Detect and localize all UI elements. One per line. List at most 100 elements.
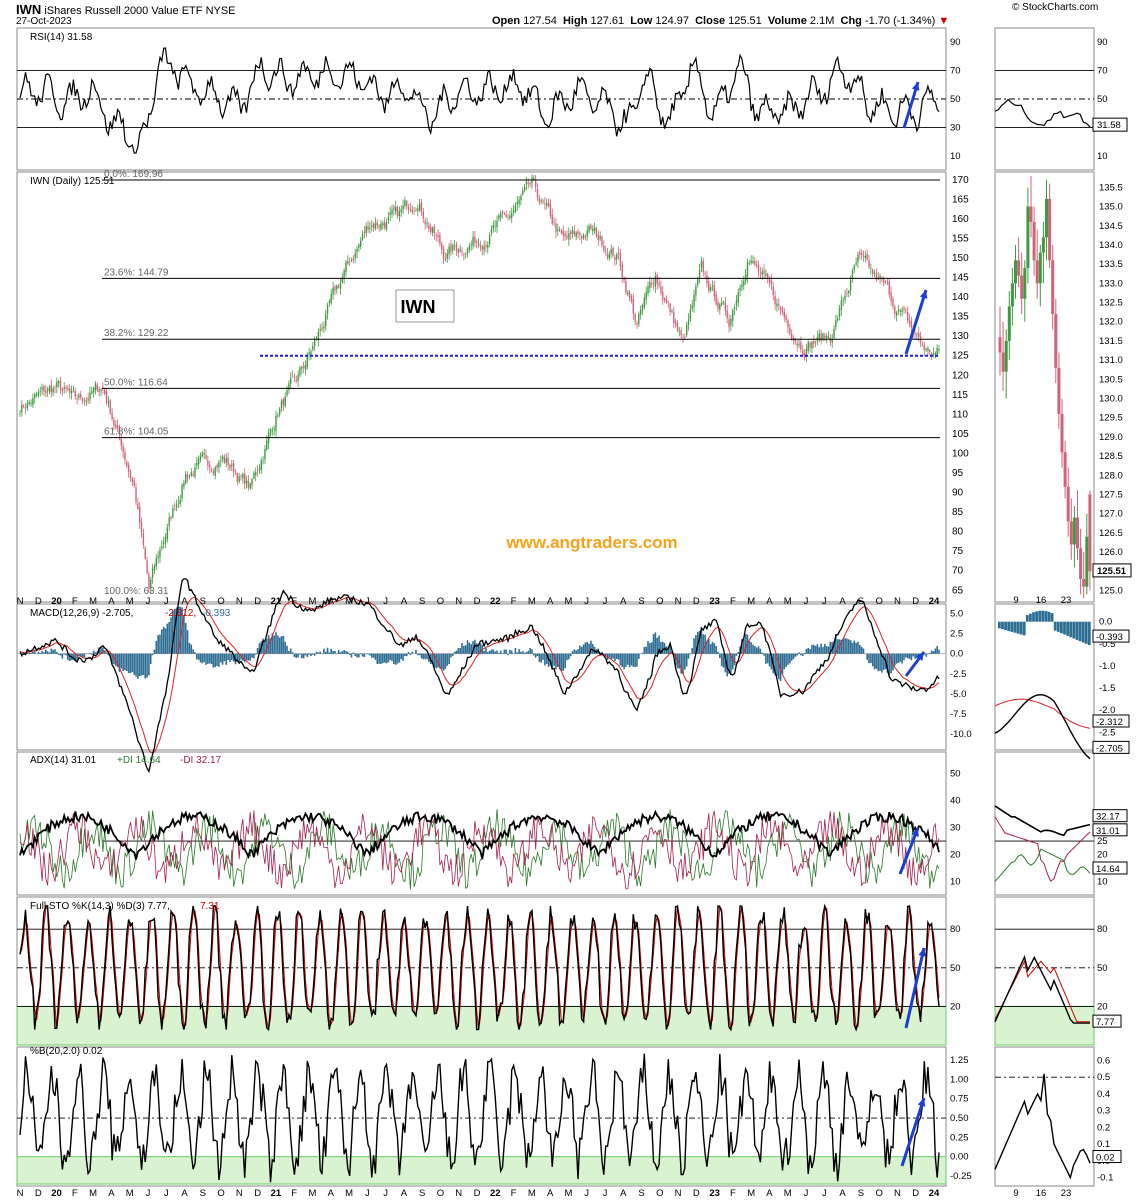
price-candle-body: [98, 389, 100, 393]
price-candle-body: [179, 499, 181, 504]
price-candle-body: [660, 286, 662, 293]
rsi-detail-ytick-label: 10: [1097, 151, 1108, 162]
detail-price-ytick-label: 127.5: [1099, 490, 1123, 501]
price-candle-body: [685, 324, 688, 336]
price-candle-body: [411, 210, 413, 212]
price-candle-body: [632, 299, 634, 314]
macd-histogram-bar: [787, 653, 789, 665]
price-candle-body: [619, 253, 622, 267]
pctb-zone: [16, 1156, 947, 1185]
price-ytick-label: 135: [952, 312, 969, 323]
macd-detail-bar: [1019, 621, 1023, 635]
price-candle-body: [266, 440, 268, 450]
detail-candle-body: [1082, 578, 1086, 587]
macd-histogram-bar: [932, 651, 935, 654]
macd-histogram-bar: [161, 629, 163, 654]
macd-detail-ytick-label: -2.5: [1099, 727, 1115, 738]
x-axis-label: O: [656, 1188, 663, 1199]
macd-histogram-bar: [470, 644, 473, 654]
price-candle-body: [452, 245, 454, 251]
price-candle-body: [638, 313, 640, 325]
price-candle-body: [859, 252, 861, 255]
x-axis-label: N: [17, 1188, 24, 1199]
detail-candle-body: [1088, 494, 1092, 572]
price-ytick-label: 160: [952, 214, 969, 225]
price-candle-body: [429, 226, 432, 232]
macd-histogram-bar: [855, 642, 857, 654]
macd-histogram-bar: [361, 653, 364, 657]
price-candle-body: [352, 258, 355, 261]
price-candle-body: [787, 320, 789, 328]
price-candle-body: [737, 292, 739, 303]
price-candle-body: [350, 260, 353, 261]
x-axis-label: N: [236, 1188, 243, 1199]
price-candle-body: [177, 501, 180, 503]
price-candle-body: [755, 264, 758, 266]
macd-histogram-bar: [433, 653, 436, 668]
macd-histogram-bar: [540, 653, 542, 663]
price-candle-body: [255, 472, 257, 476]
exchange: NYSE: [205, 5, 236, 17]
sto-d-value: 7.31: [200, 901, 220, 912]
macd-histogram-bar: [278, 637, 281, 654]
x-axis-label: M: [564, 1188, 572, 1199]
macd-histogram-bar: [496, 650, 498, 654]
adx-detail-value-marker: [1092, 809, 1128, 823]
macd-histogram-bar: [48, 652, 51, 654]
macd-histogram-bar: [227, 653, 229, 660]
macd-histogram-bar: [483, 650, 485, 654]
price-candle-body: [490, 229, 493, 234]
detail-candle-body: [1014, 260, 1017, 284]
price-candle-body: [312, 346, 314, 350]
macd-histogram-bar: [126, 653, 128, 672]
macd-histogram-bar: [385, 653, 388, 664]
price-candle-body: [450, 244, 452, 252]
macd-histogram-bar: [409, 653, 412, 656]
macd-histogram-bar: [871, 653, 874, 667]
macd-detail-value-marker: [1092, 714, 1130, 728]
macd-panel-title: MACD(12,26,9) -2.705,: [30, 608, 133, 619]
macd-histogram-bar: [111, 653, 113, 664]
x-axis-label-top: D: [35, 596, 42, 607]
x-axis-label-top: A: [181, 596, 188, 607]
price-candle-body: [573, 231, 576, 235]
trend-arrow: [904, 947, 926, 1029]
x-axis-label-top: S: [419, 596, 425, 607]
macd-detail-bar: [1025, 615, 1029, 622]
price-candle-body: [533, 177, 535, 180]
price-candle-body: [207, 460, 209, 466]
macd-histogram-bar: [63, 653, 66, 655]
price-candle-body: [516, 202, 518, 205]
macd-detail-ytick-label: -0.5: [1099, 639, 1115, 650]
price-ytick-label: 140: [952, 292, 969, 303]
price-candle-body: [232, 463, 235, 473]
price-candle-body: [227, 457, 229, 465]
price-candle-body: [360, 240, 362, 247]
macd-histogram-bar: [617, 653, 620, 660]
x-axis-label: A: [547, 1188, 554, 1199]
price-candle-body: [41, 387, 43, 390]
price-candle-body: [485, 244, 487, 247]
macd-histogram-bar: [417, 653, 419, 656]
x-axis-label-top: M: [345, 596, 353, 607]
price-candle-body: [203, 452, 205, 455]
x-axis-label: M: [126, 1188, 134, 1199]
x-axis-label-top: J: [383, 596, 388, 607]
price-candle-body: [317, 331, 320, 341]
price-candle-body: [577, 231, 579, 234]
macd-histogram-bar: [102, 647, 104, 654]
fib-level-label: 23.6%: 144.79: [104, 267, 169, 278]
macd-histogram-bar: [207, 653, 209, 664]
macd-detail-bar: [1081, 621, 1085, 643]
price-candle-body: [720, 302, 723, 305]
price-candle-body: [442, 248, 445, 260]
price-candle-body: [334, 286, 336, 291]
macd-histogram-bar: [908, 653, 911, 659]
adx-detail-ytick-label: 25: [1097, 836, 1108, 847]
price-candle-body: [870, 268, 872, 269]
price-ytick-label: 70: [952, 566, 964, 577]
macd-histogram-bar: [934, 648, 937, 654]
price-candle-body: [347, 261, 349, 264]
price-candle-body: [726, 310, 728, 319]
macd-histogram-bar: [472, 641, 474, 654]
